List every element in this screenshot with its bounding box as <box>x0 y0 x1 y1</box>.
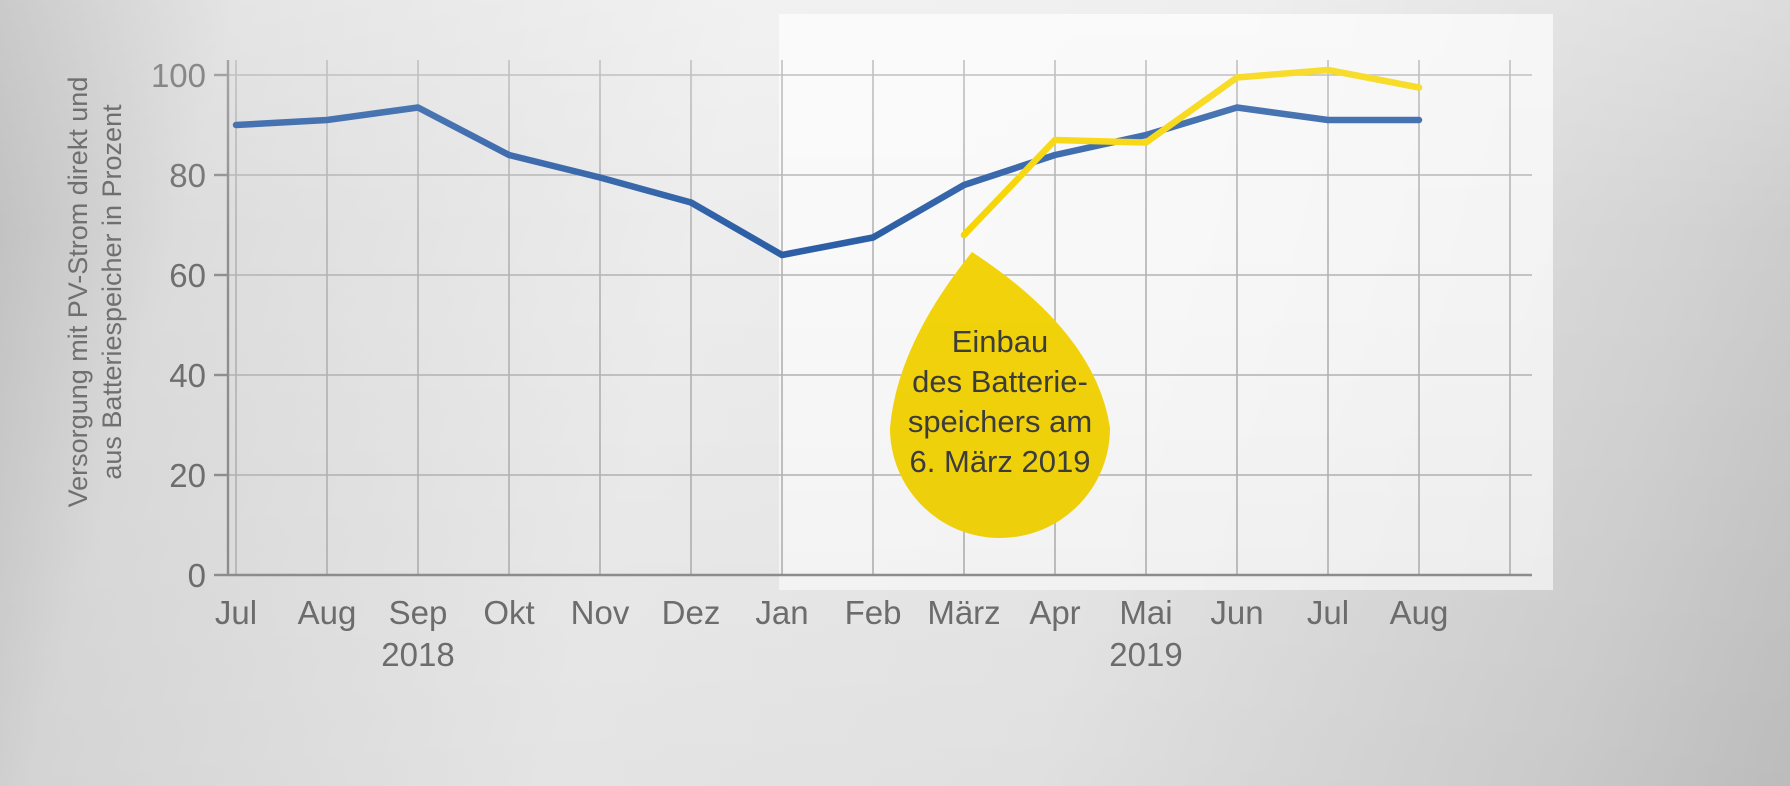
x-tick-label-month: Apr <box>1029 594 1080 631</box>
callout-text-line: speichers am <box>908 404 1092 439</box>
x-tick-label-month: Aug <box>1390 594 1449 631</box>
y-tick-label: 20 <box>169 457 206 494</box>
x-tick-label-month: Nov <box>571 594 630 631</box>
post-installation-highlight <box>779 14 1553 590</box>
x-tick-label-month: Feb <box>845 594 902 631</box>
x-axis-year-label: 2018 <box>381 636 454 673</box>
series-blue-line <box>232 104 1423 259</box>
x-tick-label-month: Jun <box>1210 594 1263 631</box>
y-tick-label: 60 <box>169 257 206 294</box>
y-axis-title-line-2: aus Batteriespeicher in Prozent <box>97 104 127 480</box>
callout-text-line: Einbau <box>952 324 1049 359</box>
y-tick-label: 0 <box>188 557 206 594</box>
x-tick-label-month: Jul <box>215 594 257 631</box>
battery-installation-callout-drop <box>890 252 1110 538</box>
y-tick-label: 40 <box>169 357 206 394</box>
x-tick-label-month: Mai <box>1119 594 1172 631</box>
x-tick-label-month: März <box>927 594 1000 631</box>
y-tick-label: 100 <box>151 57 206 94</box>
x-tick-label-month: Dez <box>662 594 721 631</box>
callout-text-line: des Batterie- <box>912 364 1088 399</box>
x-tick-label-month: Jul <box>1307 594 1349 631</box>
y-tick-label: 80 <box>169 157 206 194</box>
y-axis-title-line-1: Versorgung mit PV-Strom direkt und <box>63 76 93 508</box>
x-axis-year-label: 2019 <box>1109 636 1182 673</box>
callout-text-line: 6. März 2019 <box>910 444 1091 479</box>
x-tick-label-month: Okt <box>483 594 534 631</box>
x-tick-label-month: Jan <box>755 594 808 631</box>
y-axis-title: Versorgung mit PV-Strom direkt und aus B… <box>61 42 129 542</box>
x-tick-label-month: Sep <box>389 594 448 631</box>
series-yellow-line <box>960 66 1423 239</box>
x-tick-label-month: Aug <box>298 594 357 631</box>
